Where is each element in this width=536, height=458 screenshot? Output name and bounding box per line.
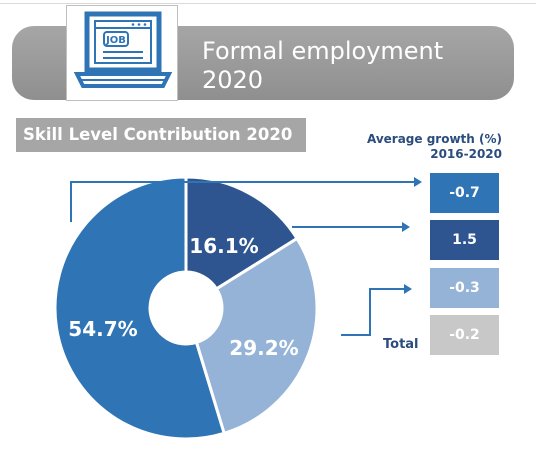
growth-box-seg3: -0.3 — [430, 268, 499, 308]
slice-3 — [194, 236, 319, 436]
icon-job-text: JOB — [105, 35, 126, 46]
page-title-line1: Formal employment — [202, 37, 444, 65]
growth-header-line1: Average growth (%) — [366, 132, 502, 146]
growth-header: Average growth (%) 2016-2020 — [302, 132, 502, 162]
growth-box-seg2: 1.5 — [430, 220, 499, 260]
laptop-job-icon: JOB — [66, 5, 178, 101]
connector-seg1-arrow — [414, 177, 422, 187]
connector-seg1 — [70, 181, 414, 222]
growth-box-total: -0.2 — [430, 315, 499, 355]
slice-label-2: 16.1% — [189, 234, 258, 258]
slice-label-1: 54.7% — [68, 317, 137, 341]
top-rule — [0, 3, 536, 4]
page-title-line2: 2020 — [202, 66, 264, 94]
connector-seg3 — [341, 288, 404, 336]
total-label: Total — [383, 337, 419, 352]
growth-header-line2: 2016-2020 — [430, 147, 502, 161]
growth-box-seg1: -0.7 — [430, 173, 499, 213]
connector-seg2-arrow — [402, 222, 410, 232]
slice-1 — [53, 175, 226, 441]
slice-label-3: 29.2% — [229, 336, 298, 360]
connector-seg3-arrow — [404, 284, 412, 294]
chart-subtitle: Skill Level Contribution 2020 — [16, 118, 306, 152]
page-title: Formal employment 2020 — [202, 37, 512, 95]
